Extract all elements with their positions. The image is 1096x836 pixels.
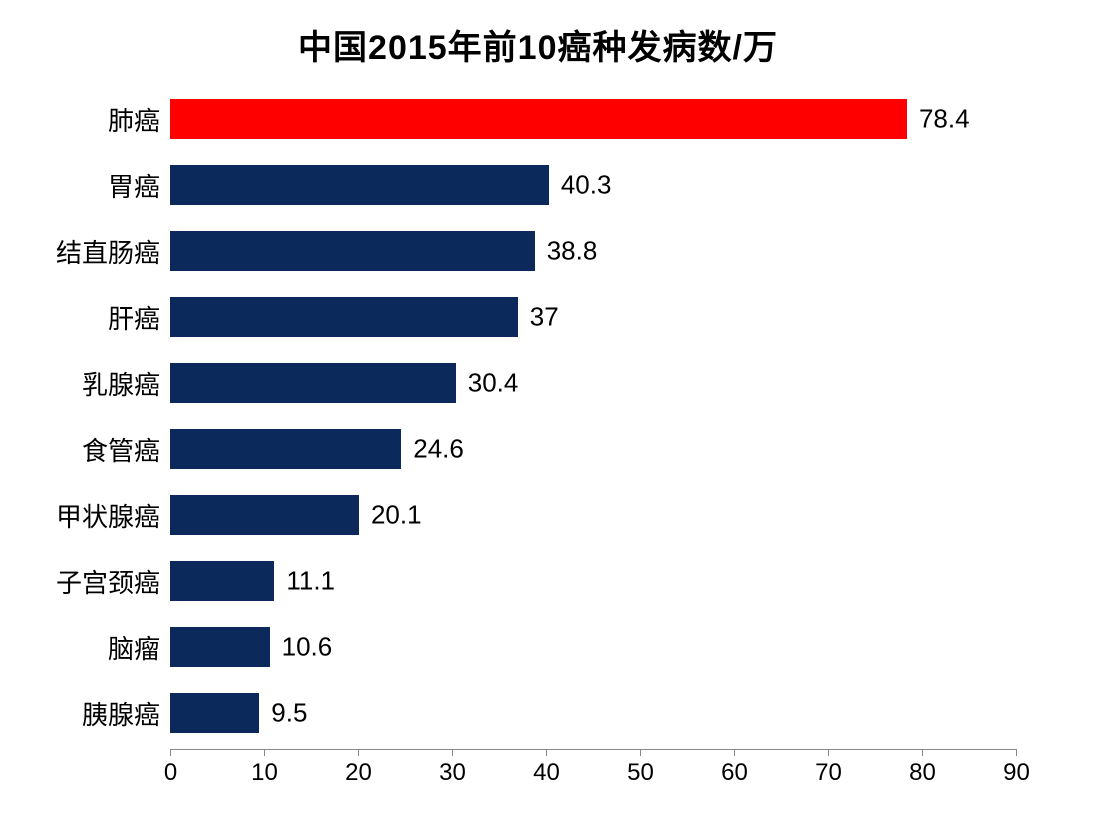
bar-row: 食管癌24.6	[170, 429, 1016, 469]
y-axis-label: 肝癌	[108, 299, 170, 336]
bar-value-label: 9.5	[259, 698, 307, 729]
bar-value-label: 37	[518, 302, 559, 333]
x-tick-label: 10	[251, 759, 278, 787]
bar: 78.4	[170, 99, 907, 139]
bar: 24.6	[170, 429, 401, 469]
y-axis-label: 子宫颈癌	[56, 563, 170, 600]
bar-value-label: 10.6	[270, 632, 333, 663]
x-tick-label: 30	[439, 759, 466, 787]
bar-row: 肝癌37	[170, 297, 1016, 337]
x-tick-label: 80	[909, 759, 936, 787]
chart-title: 中国2015年前10癌种发病数/万	[20, 20, 1056, 69]
x-tick-mark	[170, 749, 171, 756]
x-tick-label: 50	[627, 759, 654, 787]
x-tick: 20	[358, 749, 359, 756]
bar-value-label: 11.1	[274, 566, 335, 597]
bar: 10.6	[170, 627, 270, 667]
bar-row: 脑瘤10.6	[170, 627, 1016, 667]
x-tick-mark	[734, 749, 735, 756]
bars-area: 肺癌78.4 胃癌40.3 结直肠癌38.8 肝癌37 乳腺癌30.4 食管癌24.6 甲状…	[170, 89, 1016, 749]
x-tick-label: 20	[345, 759, 372, 787]
bar-row: 胰腺癌9.5	[170, 693, 1016, 733]
bar-value-label: 78.4	[907, 104, 970, 135]
bar-value-label: 20.1	[359, 500, 422, 531]
y-axis-label: 乳腺癌	[82, 365, 170, 402]
bar: 9.5	[170, 693, 259, 733]
bar: 40.3	[170, 165, 549, 205]
bar-row: 甲状腺癌20.1	[170, 495, 1016, 535]
y-axis-label: 甲状腺癌	[56, 497, 170, 534]
x-tick-mark	[640, 749, 641, 756]
x-tick-label: 0	[164, 759, 177, 787]
y-axis-label: 脑瘤	[108, 629, 170, 666]
y-axis-label: 胃癌	[108, 167, 170, 204]
x-tick-mark	[546, 749, 547, 756]
x-tick-label: 70	[815, 759, 842, 787]
plot-area: 肺癌78.4 胃癌40.3 结直肠癌38.8 肝癌37 乳腺癌30.4 食管癌24.6 甲状…	[170, 89, 1016, 789]
bar-value-label: 38.8	[535, 236, 598, 267]
y-axis-label: 食管癌	[82, 431, 170, 468]
x-tick: 60	[734, 749, 735, 756]
bar: 37	[170, 297, 518, 337]
x-tick-mark	[358, 749, 359, 756]
bar-row: 肺癌78.4	[170, 99, 1016, 139]
x-tick: 30	[452, 749, 453, 756]
x-axis: 0 10 20 30 40 50 60 70 80 90	[170, 749, 1016, 789]
x-tick-label: 60	[721, 759, 748, 787]
bar: 11.1	[170, 561, 274, 601]
y-axis-label: 胰腺癌	[82, 695, 170, 732]
x-tick: 40	[546, 749, 547, 756]
y-axis-label: 肺癌	[108, 101, 170, 138]
bar-row: 子宫颈癌11.1	[170, 561, 1016, 601]
x-tick-mark	[264, 749, 265, 756]
x-tick: 80	[922, 749, 923, 756]
bar-row: 胃癌40.3	[170, 165, 1016, 205]
bar-value-label: 40.3	[549, 170, 612, 201]
x-tick-label: 90	[1003, 759, 1030, 787]
x-tick-label: 40	[533, 759, 560, 787]
x-tick-mark	[1016, 749, 1017, 756]
x-tick: 70	[828, 749, 829, 756]
y-axis-label: 结直肠癌	[56, 233, 170, 270]
bar: 30.4	[170, 363, 456, 403]
x-tick-mark	[828, 749, 829, 756]
bar-row: 结直肠癌38.8	[170, 231, 1016, 271]
bar-row: 乳腺癌30.4	[170, 363, 1016, 403]
x-tick: 10	[264, 749, 265, 756]
chart-container: 中国2015年前10癌种发病数/万 肺癌78.4胃癌40.3结直肠癌38.8肝癌…	[0, 0, 1096, 836]
x-tick: 50	[640, 749, 641, 756]
x-tick-mark	[922, 749, 923, 756]
x-tick-mark	[452, 749, 453, 756]
x-axis-line	[170, 749, 1016, 750]
bar-value-label: 24.6	[401, 434, 464, 465]
bar-value-label: 30.4	[456, 368, 519, 399]
x-tick: 90	[1016, 749, 1017, 756]
bar: 38.8	[170, 231, 535, 271]
x-tick: 0	[170, 749, 171, 756]
bar: 20.1	[170, 495, 359, 535]
